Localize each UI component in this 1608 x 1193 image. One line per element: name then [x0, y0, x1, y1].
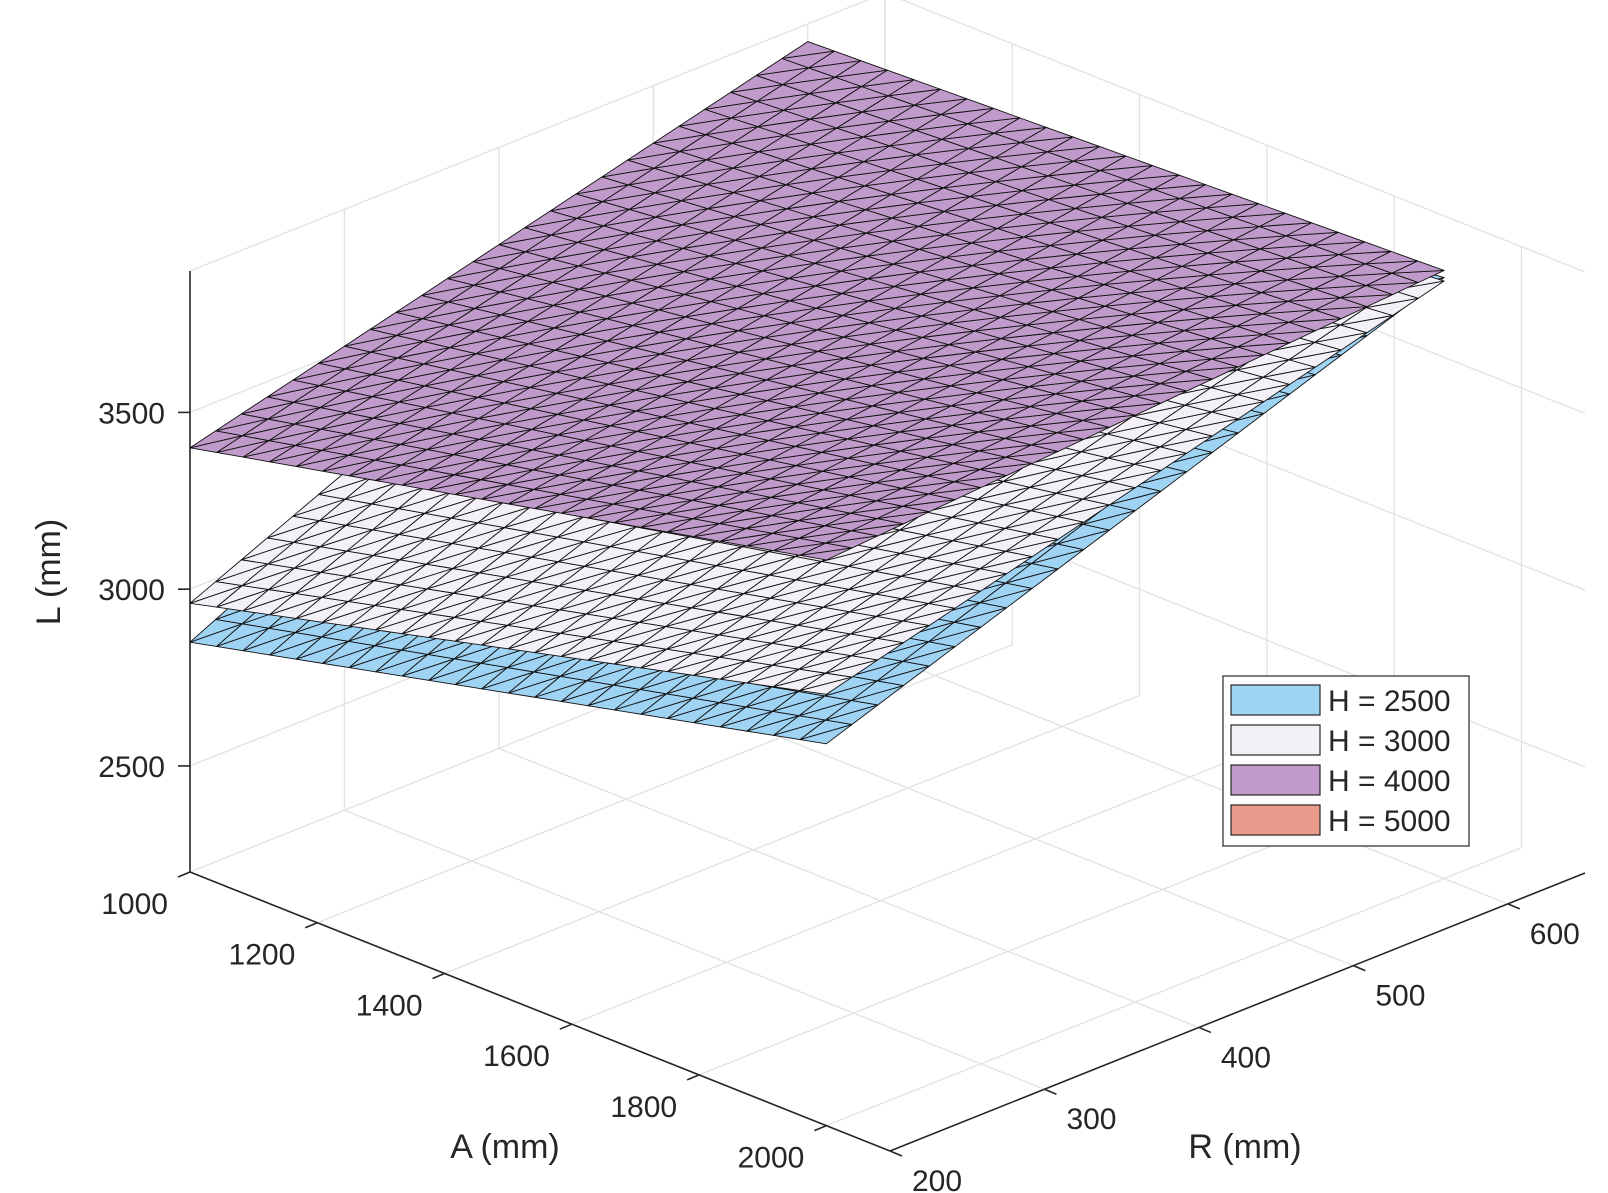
axes-layer	[177, 271, 1586, 1157]
x-tick-mark	[686, 1074, 700, 1081]
x-tick-mark	[814, 1124, 827, 1132]
x-axis-label: A (mm)	[450, 1128, 560, 1166]
x-tick-mark	[304, 921, 318, 929]
y-tick-mark	[889, 1150, 903, 1157]
y-tick-label: 200	[912, 1165, 962, 1193]
legend-swatch	[1230, 724, 1321, 756]
tick-labels: 1000 1200 1400 1600 1800 2000 200 300 400 500 600 2…	[98, 397, 1580, 1193]
z-tick-label: 3500	[98, 397, 165, 430]
floor-gridline-a	[444, 694, 1140, 975]
x-tick-label: 1600	[483, 1040, 550, 1073]
x-tick-mark	[177, 871, 191, 878]
y-tick-mark	[1353, 964, 1366, 972]
floor-gridline-r	[498, 747, 1200, 1029]
x-tick-label: 1800	[610, 1091, 677, 1124]
legend-swatch	[1230, 764, 1321, 796]
legend-swatch	[1230, 684, 1321, 716]
floor-gridline-r	[344, 809, 1045, 1090]
floor-gridline-r	[807, 624, 1509, 905]
y-tick-label: 500	[1375, 980, 1425, 1013]
x-tick-mark	[432, 972, 445, 980]
y-tick-mark	[1044, 1088, 1057, 1095]
x-tick-label: 1400	[356, 989, 423, 1022]
surface-facet	[781, 41, 835, 59]
surfaces-layer	[189, 41, 1445, 745]
x-tick-label: 2000	[738, 1142, 805, 1175]
legend-label: H = 4000	[1328, 765, 1451, 798]
z-axis-label: L (mm)	[30, 519, 68, 625]
y-axis-label: R (mm)	[1188, 1128, 1301, 1166]
surface-h=4000	[189, 41, 1445, 561]
x-tick-mark	[559, 1023, 573, 1030]
legend-label: H = 5000	[1328, 805, 1451, 838]
x-tick-label: 1000	[101, 888, 168, 921]
legend-swatch	[1230, 804, 1321, 836]
y-tick-label: 300	[1066, 1103, 1116, 1136]
floor-gridline-a	[571, 745, 1268, 1025]
legend-label: H = 3000	[1328, 725, 1451, 758]
x-axis-line	[189, 871, 891, 1152]
legend: H = 2500 H = 3000 H = 4000 H = 5000	[1222, 675, 1470, 847]
z-tick-label: 3000	[98, 574, 165, 607]
z-tick-label: 2500	[98, 751, 165, 784]
y-tick-label: 600	[1530, 918, 1580, 951]
y-tick-mark	[1507, 903, 1521, 910]
y-tick-label: 400	[1221, 1041, 1271, 1074]
wall-top-edge	[189, 0, 870, 272]
wall-top-edge	[900, 0, 1586, 273]
y-axis-line	[889, 872, 1586, 1152]
legend-label: H = 2500	[1328, 685, 1451, 718]
y-tick-mark	[1198, 1026, 1212, 1034]
x-tick-label: 1200	[229, 939, 296, 972]
floor-gridline-a	[826, 846, 1522, 1127]
